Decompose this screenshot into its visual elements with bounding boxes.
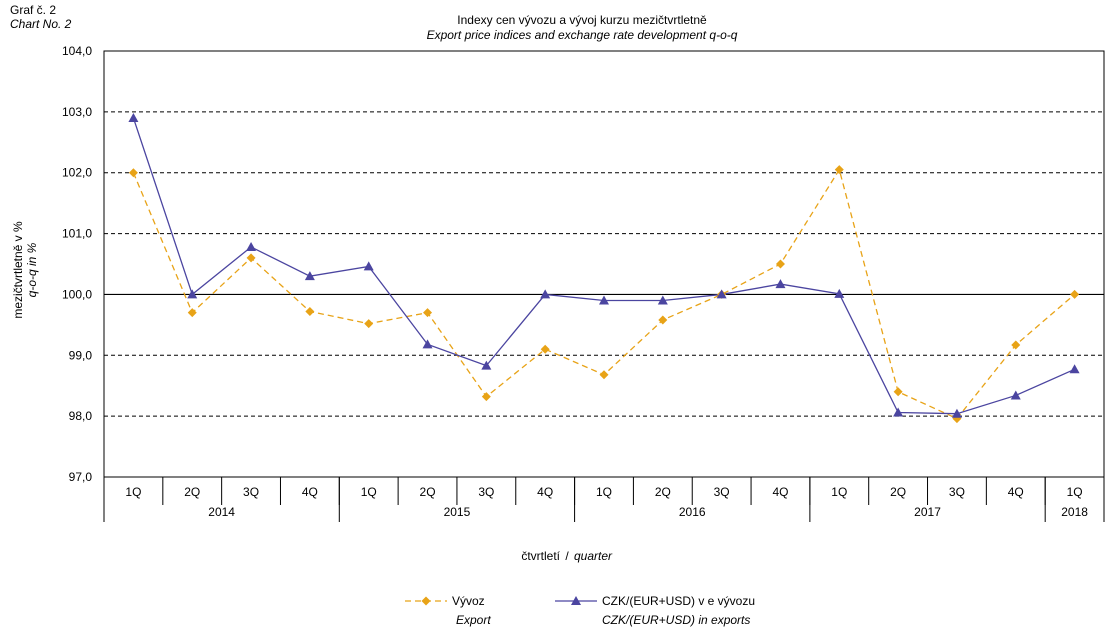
x-tick-label: 1Q [361, 485, 377, 499]
x-tick-label: 3Q [949, 485, 965, 499]
x-tick-label: 2Q [890, 485, 906, 499]
x-tick-label: 4Q [1008, 485, 1024, 499]
data-point-export [775, 259, 785, 269]
data-point-export [246, 253, 256, 263]
data-point-export [1070, 289, 1080, 299]
y-tick-label: 102,0 [62, 166, 92, 180]
year-label: 2016 [679, 505, 706, 519]
data-point-export [305, 306, 315, 316]
x-tick-label: 2Q [420, 485, 436, 499]
graph-label-cz: Graf č. 2 [10, 3, 56, 17]
data-point-czk [951, 408, 962, 418]
legend-label-export: Vývoz [452, 594, 485, 608]
data-point-czk [363, 261, 374, 271]
legend-marker-diamond [421, 596, 431, 606]
legend-item-export: Vývoz Export [405, 594, 491, 627]
graph-label-en: Chart No. 2 [10, 17, 72, 31]
x-axis-label: čtvrtletí [521, 549, 560, 563]
chart-title: Indexy cen vývozu a vývoj kurzu mezičtvr… [457, 13, 707, 27]
data-point-czk [775, 279, 786, 289]
y-axis-label: mezičtvrtletně v % [11, 221, 25, 319]
year-label: 2018 [1061, 505, 1088, 519]
y-axis-label-en: q-o-q in % [25, 242, 39, 297]
x-tick-label: 4Q [772, 485, 788, 499]
data-point-czk [599, 295, 609, 305]
legend-label-czk-en: CZK/(EUR+USD) in exports [602, 613, 750, 627]
data-point-export [187, 308, 197, 318]
x-tick-label: 1Q [831, 485, 847, 499]
y-tick-label: 104,0 [62, 44, 92, 58]
data-point-export [834, 165, 844, 175]
x-tick-label: 2Q [184, 485, 200, 499]
x-tick-label: 4Q [302, 485, 318, 499]
data-point-export [1011, 340, 1021, 350]
y-tick-label: 101,0 [62, 227, 92, 241]
legend-label-czk: CZK/(EUR+USD) v e vývozu [602, 594, 755, 608]
year-label: 2014 [208, 505, 235, 519]
x-axis-label-en: quarter [574, 549, 613, 563]
x-tick-label: 3Q [478, 485, 494, 499]
data-point-czk [481, 360, 492, 370]
x-tick-label: 4Q [537, 485, 553, 499]
x-tick-label: 1Q [596, 485, 612, 499]
data-point-czk [246, 241, 257, 251]
y-tick-label: 100,0 [62, 287, 92, 301]
year-label: 2015 [444, 505, 471, 519]
x-tick-label: 3Q [714, 485, 730, 499]
x-axis: 1Q 2Q 3Q 4Q 1Q 2Q 3Q 4Q 1Q 2Q 3Q 4Q 1Q 2Q 3Q 4Q 1Q 2014 20… [103, 477, 1105, 522]
y-tick-label: 103,0 [62, 105, 92, 119]
legend: Vývoz Export CZK/(EUR+USD) v e vývozu CZ… [405, 594, 755, 627]
x-tick-label: 1Q [125, 485, 141, 499]
data-point-czk [128, 112, 139, 122]
x-axis-label-separator: / [565, 549, 569, 563]
data-point-czk [893, 407, 904, 417]
data-point-czk [1069, 364, 1080, 374]
series-layer [128, 112, 1080, 424]
data-point-export [364, 319, 374, 329]
data-point-czk [1010, 390, 1021, 400]
data-point-export [423, 308, 433, 318]
chart-subtitle: Export price indices and exchange rate d… [427, 28, 738, 42]
plot-area [103, 50, 1105, 478]
y-tick-labels: 97,0 98,0 99,0 100,0 101,0 102,0 103,0 104,0 [62, 44, 92, 484]
data-point-export [540, 344, 550, 354]
data-point-czk [422, 339, 433, 349]
y-tick-label: 99,0 [69, 348, 93, 362]
legend-label-export-en: Export [456, 613, 491, 627]
legend-item-czk: CZK/(EUR+USD) v e vývozu CZK/(EUR+USD) i… [555, 594, 755, 627]
series-line-czk [132, 117, 1075, 415]
y-tick-label: 98,0 [69, 409, 93, 423]
data-point-czk [657, 295, 668, 305]
data-point-export [893, 387, 903, 397]
data-point-export [481, 392, 491, 402]
data-point-czk [187, 289, 198, 299]
data-point-export [128, 168, 138, 178]
data-point-export [658, 315, 668, 325]
data-point-czk [716, 289, 727, 299]
legend-marker-triangle [571, 596, 581, 605]
x-tick-label: 1Q [1067, 485, 1083, 499]
year-label: 2017 [914, 505, 941, 519]
data-point-czk [304, 271, 315, 281]
x-tick-label: 2Q [655, 485, 671, 499]
data-point-export [599, 370, 609, 380]
data-point-czk [540, 289, 551, 299]
plot-frame [103, 50, 1105, 478]
grid-lines [104, 111, 1104, 417]
data-point-czk [834, 288, 845, 298]
y-tick-label: 97,0 [69, 470, 93, 484]
x-tick-label: 3Q [243, 485, 259, 499]
